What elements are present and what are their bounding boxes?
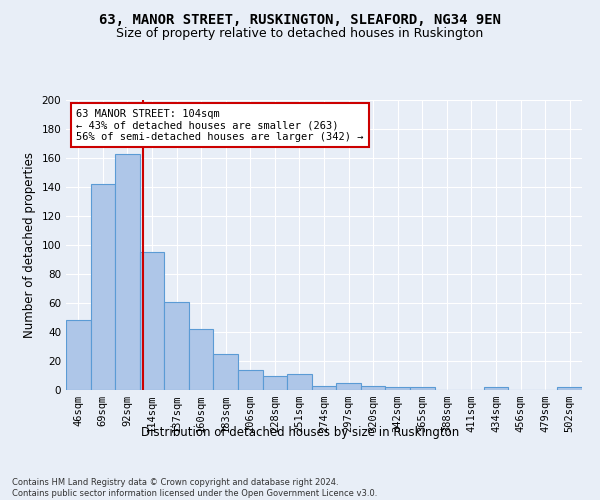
- Bar: [361, 386, 385, 390]
- Bar: [115, 154, 140, 390]
- Bar: [238, 370, 263, 390]
- Bar: [287, 374, 312, 390]
- Y-axis label: Number of detached properties: Number of detached properties: [23, 152, 36, 338]
- Bar: [164, 302, 189, 390]
- Bar: [557, 387, 582, 390]
- Text: Size of property relative to detached houses in Ruskington: Size of property relative to detached ho…: [116, 28, 484, 40]
- Bar: [385, 387, 410, 390]
- Bar: [336, 383, 361, 390]
- Text: Distribution of detached houses by size in Ruskington: Distribution of detached houses by size …: [141, 426, 459, 439]
- Bar: [189, 329, 214, 390]
- Bar: [140, 252, 164, 390]
- Bar: [91, 184, 115, 390]
- Text: Contains HM Land Registry data © Crown copyright and database right 2024.
Contai: Contains HM Land Registry data © Crown c…: [12, 478, 377, 498]
- Text: 63 MANOR STREET: 104sqm
← 43% of detached houses are smaller (263)
56% of semi-d: 63 MANOR STREET: 104sqm ← 43% of detache…: [76, 108, 364, 142]
- Bar: [214, 354, 238, 390]
- Bar: [66, 320, 91, 390]
- Bar: [410, 387, 434, 390]
- Bar: [484, 387, 508, 390]
- Bar: [312, 386, 336, 390]
- Bar: [263, 376, 287, 390]
- Text: 63, MANOR STREET, RUSKINGTON, SLEAFORD, NG34 9EN: 63, MANOR STREET, RUSKINGTON, SLEAFORD, …: [99, 12, 501, 26]
